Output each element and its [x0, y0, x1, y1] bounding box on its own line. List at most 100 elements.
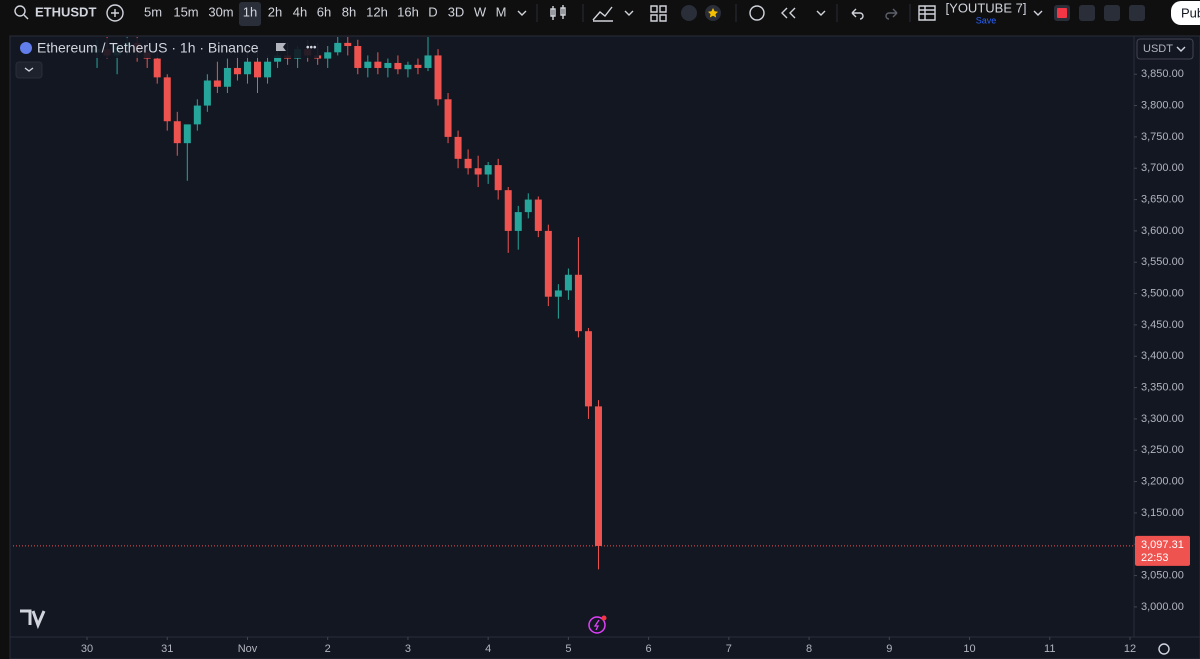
candle-body	[374, 61, 382, 68]
candle-body	[213, 80, 221, 87]
tool-button[interactable]	[1079, 5, 1095, 21]
y-tick-label: 3,700.00	[1141, 162, 1184, 174]
alert-clock[interactable]	[749, 5, 765, 21]
layout-dropdown[interactable]	[1033, 10, 1043, 16]
candle-body	[384, 62, 392, 68]
x-tick-label: 2	[325, 643, 331, 655]
more-icon[interactable]: •••	[306, 43, 317, 54]
events-dot	[601, 615, 607, 621]
x-tick-label: 10	[963, 643, 975, 655]
candle-body	[254, 61, 262, 78]
symbol[interactable]: ETHUSDT	[35, 4, 96, 19]
replay[interactable]	[781, 7, 796, 19]
settings-icon[interactable]	[1158, 643, 1170, 655]
x-tick-label: 30	[81, 643, 93, 655]
interval-button[interactable]: D	[428, 4, 437, 19]
save-button[interactable]: Save	[976, 15, 997, 25]
candle-body	[153, 58, 161, 78]
record-dot	[1057, 8, 1067, 18]
candle-body	[243, 61, 251, 75]
x-tick-label: 11	[1044, 643, 1055, 655]
undo[interactable]	[851, 8, 864, 20]
flag-icon[interactable]	[276, 43, 286, 51]
interval-button[interactable]: M	[496, 4, 507, 19]
candle-body	[554, 290, 562, 297]
interval-button[interactable]: 5m	[144, 4, 162, 19]
indicators-dropdown[interactable]	[624, 10, 634, 16]
candle-body	[534, 199, 542, 231]
layout-menu[interactable]	[918, 5, 936, 21]
candle-body	[193, 105, 201, 125]
candle-body	[203, 80, 211, 106]
layouts[interactable]	[650, 5, 667, 22]
interval-dropdown[interactable]	[517, 10, 527, 16]
current-price-badge	[1135, 535, 1190, 566]
chart-pane	[9, 35, 1200, 659]
countdown: 22:53	[1141, 552, 1169, 564]
add-symbol[interactable]	[106, 4, 124, 22]
tv-logo	[20, 609, 46, 630]
y-tick-label: 3,500.00	[1141, 287, 1184, 299]
y-tick-label: 3,050.00	[1141, 569, 1184, 581]
legend-box	[14, 38, 319, 58]
interval-button[interactable]: 16h	[397, 4, 419, 19]
redo[interactable]	[885, 8, 898, 20]
candle-body	[344, 42, 352, 47]
candle-body	[274, 55, 282, 62]
y-tick-label: 3,750.00	[1141, 131, 1184, 143]
interval-button[interactable]: 2h	[268, 4, 282, 19]
legend: Ethereum / TetherUS · 1h · Binance	[37, 40, 259, 56]
add-symbol-plus	[111, 9, 119, 17]
candle-body	[504, 190, 512, 231]
interval-button[interactable]: W	[474, 4, 487, 19]
x-tick-label: 8	[806, 643, 812, 655]
x-tick-label: 31	[161, 643, 173, 655]
candle-body	[334, 42, 342, 53]
publish-button[interactable]	[1171, 1, 1200, 25]
y-tick-label: 3,300.00	[1141, 413, 1184, 425]
candle-body	[223, 67, 231, 87]
interval-button[interactable]: 3D	[448, 4, 465, 19]
interval-button[interactable]: 30m	[208, 4, 233, 19]
y-tick-label: 3,550.00	[1141, 256, 1184, 268]
interval-button[interactable]: 15m	[173, 4, 198, 19]
interval-button[interactable]: 6h	[317, 4, 331, 19]
currency-box[interactable]	[1136, 38, 1194, 60]
interval-button[interactable]: 4h	[293, 4, 307, 19]
candle-body	[484, 165, 492, 175]
publish-label: Pub	[1181, 5, 1200, 20]
y-tick-label: 3,600.00	[1141, 225, 1184, 237]
search-icon[interactable]	[14, 5, 26, 17]
x-tick-label: Nov	[238, 643, 258, 655]
x-tick-label: 4	[485, 643, 491, 655]
y-tick-label: 3,250.00	[1141, 444, 1184, 456]
chart-type[interactable]	[550, 5, 566, 20]
interval-button[interactable]: 1h	[243, 4, 257, 19]
interval-button[interactable]: 12h	[366, 4, 388, 19]
events-icon[interactable]	[588, 616, 606, 634]
candle-body	[464, 158, 472, 169]
layout-name[interactable]: [YOUTUBE 7]	[946, 0, 1027, 15]
candle-body	[404, 64, 412, 70]
candle-body	[414, 64, 422, 68]
replay-dropdown[interactable]	[816, 10, 826, 16]
tool-button[interactable]	[1104, 5, 1120, 21]
y-tick-label: 3,000.00	[1141, 601, 1184, 613]
currency: USDT	[1143, 43, 1173, 55]
interval-button[interactable]: 8h	[342, 4, 356, 19]
star	[708, 8, 718, 18]
candle-body	[434, 55, 442, 100]
indicators[interactable]	[592, 6, 613, 22]
x-tick-label: 12	[1124, 643, 1136, 655]
candle-body	[564, 274, 572, 291]
x-tick-label: 6	[646, 643, 652, 655]
candle-body	[574, 274, 582, 332]
collapse-legend[interactable]	[15, 61, 43, 79]
candle-body	[514, 212, 522, 231]
eth-logo	[20, 42, 32, 54]
alert-button[interactable]	[681, 5, 697, 21]
y-tick-label: 3,350.00	[1141, 381, 1184, 393]
tool-button[interactable]	[1129, 5, 1145, 21]
candle-body	[233, 67, 241, 75]
